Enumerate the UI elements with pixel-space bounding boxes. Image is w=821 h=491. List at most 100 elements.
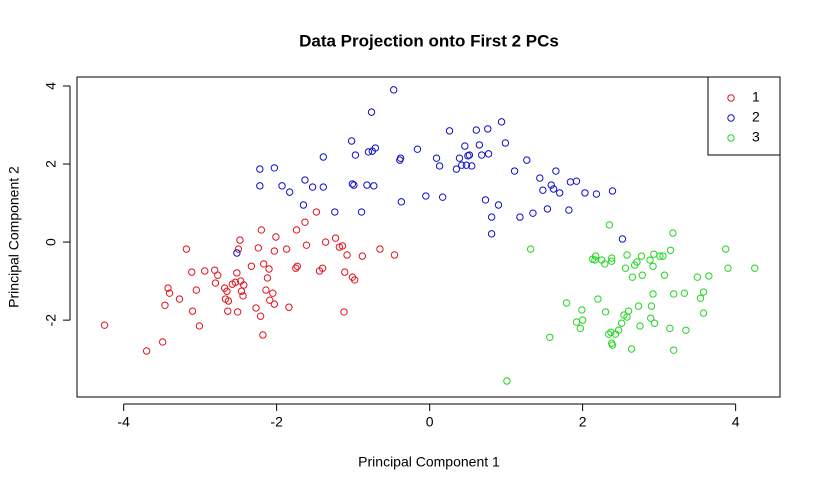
point [233,249,241,257]
point [211,279,220,287]
point [438,193,447,201]
point [223,307,232,315]
point [546,333,554,341]
point [721,245,730,253]
point [164,284,172,292]
point [487,230,496,238]
point [634,302,643,310]
point [318,264,327,272]
point [233,308,242,316]
point [252,304,260,312]
point [233,269,241,277]
point [231,278,240,286]
x-tick-label: 0 [426,414,434,430]
point [608,187,617,195]
legend-label: 3 [752,129,760,145]
x-tick-label: -2 [270,414,283,430]
point [256,312,265,320]
point [487,213,496,221]
point [256,165,264,173]
point [293,262,302,270]
point [637,252,646,260]
point [659,252,667,260]
y-tick-label: -2 [43,314,59,327]
point [165,289,174,297]
point [357,208,366,216]
point [396,154,405,162]
point [254,244,262,252]
point [724,264,732,272]
point [656,252,664,260]
point [195,322,204,330]
point [523,156,531,164]
y-tick-label: 4 [43,82,59,90]
point [371,144,380,152]
point [192,286,201,294]
point [666,324,674,333]
point [696,294,705,302]
point [646,256,654,264]
point [350,276,359,284]
point [240,281,248,289]
point [142,347,151,355]
point [458,161,466,169]
point [259,331,267,339]
point [475,141,484,149]
point [257,226,266,234]
point [477,151,486,159]
point [529,209,537,217]
point [364,148,373,156]
y-tick-label: 0 [43,238,59,246]
point [201,267,209,275]
point [581,189,589,197]
point [503,377,511,385]
point [370,182,378,190]
point [591,252,600,260]
point [452,165,461,173]
legend-marker [727,134,735,142]
point [301,218,309,226]
point [633,258,641,266]
point [605,221,614,229]
point [100,321,109,329]
point [608,257,616,265]
legend-box [707,76,781,156]
point [484,150,493,158]
point [259,260,268,268]
point [272,233,280,241]
point [319,183,328,191]
point [501,139,510,147]
point [481,196,490,204]
legend-marker [727,94,735,102]
point [699,309,708,317]
point [468,162,476,170]
point [188,307,197,315]
point [650,319,659,327]
point [319,153,328,161]
point [158,338,167,346]
point [578,316,587,324]
point [278,182,286,190]
point [636,322,644,330]
point [432,154,441,162]
point [338,242,347,250]
point [302,241,311,249]
point [340,308,348,316]
point [526,245,535,253]
point [465,151,474,159]
point [308,183,317,191]
point [188,268,196,276]
point [543,205,552,213]
point [462,161,471,169]
point [572,177,581,185]
point [472,126,481,134]
point [262,286,270,294]
point [263,274,272,282]
x-tick-label: 4 [732,414,740,430]
point [617,319,626,327]
point [547,181,555,189]
point [536,174,544,182]
